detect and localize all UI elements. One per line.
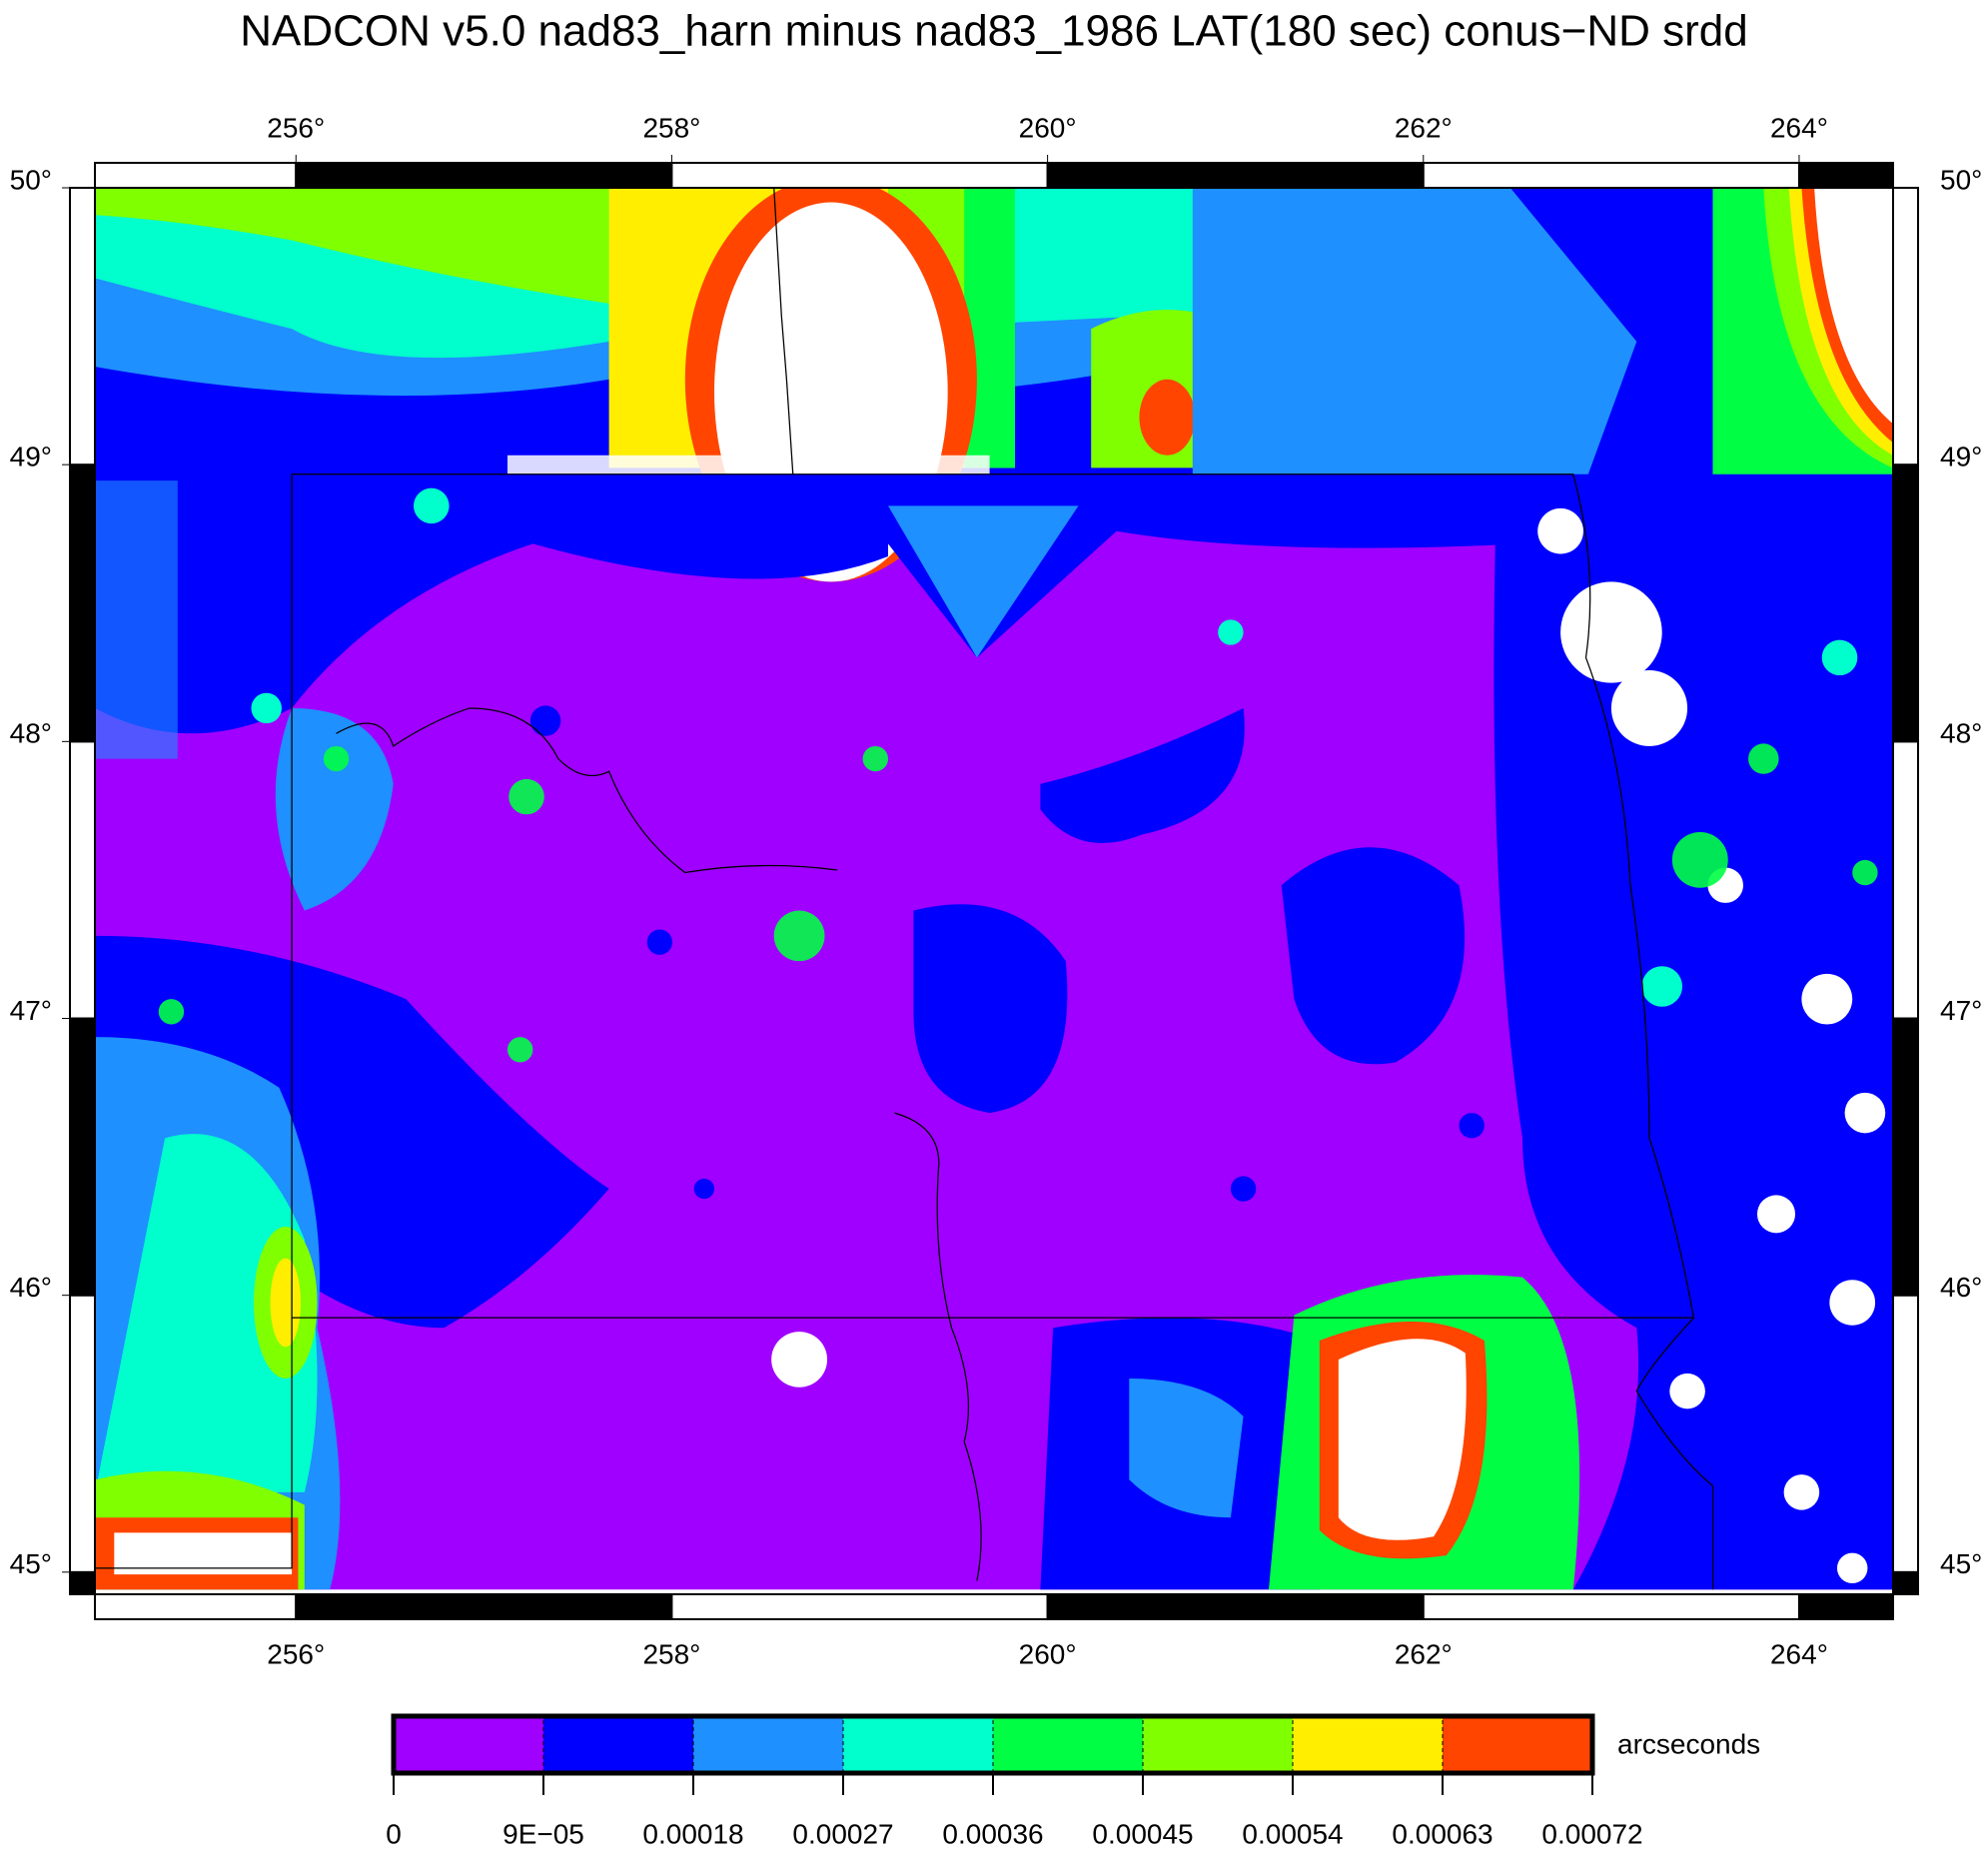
y-tick-label: 49° (1940, 442, 1982, 472)
frame-segment (1892, 1294, 1919, 1573)
frame-segment (69, 463, 96, 743)
colorbar-tick-label: 0 (386, 1818, 402, 1847)
frame-segment (1046, 1593, 1425, 1620)
x-tick-label: 262° (1395, 1638, 1453, 1669)
frame-segment (69, 1570, 96, 1596)
y-tick-label: 46° (1940, 1272, 1982, 1303)
colorbar-tick-label: 0.00018 (642, 1818, 743, 1847)
y-tick-label: 48° (10, 718, 52, 749)
frame-segment (69, 187, 96, 466)
frame-segment (94, 162, 298, 189)
colorbar-segment (1442, 1715, 1593, 1774)
x-tick-label: 258° (642, 1638, 700, 1669)
colorbar-tick-label: 0.00063 (1392, 1818, 1492, 1847)
colorbar-segment (542, 1715, 694, 1774)
frame-segment (1422, 162, 1800, 189)
frame-segment (1892, 1017, 1919, 1297)
colorbar-segment (992, 1715, 1144, 1774)
y-tick-label: 50° (10, 164, 52, 195)
raster (95, 187, 1893, 1590)
colorbar-tick-label: 9E−05 (502, 1818, 584, 1847)
y-tick-label: 45° (10, 1548, 52, 1579)
frame-segment (295, 162, 673, 189)
frame-segment (670, 1593, 1049, 1620)
x-tick-label: 260° (1019, 112, 1077, 143)
frame-segment (69, 1017, 96, 1297)
colorbar-segment (692, 1715, 844, 1774)
x-tick-label: 260° (1019, 1638, 1077, 1669)
map-border (94, 187, 1894, 1595)
x-tick-label: 256° (267, 1638, 325, 1669)
colorbar-label: arcseconds (1617, 1728, 1760, 1759)
colorbar-segment (1292, 1715, 1444, 1774)
frame-segment (94, 1593, 298, 1620)
colorbar-tick-label: 0.00027 (792, 1818, 893, 1847)
frame-segment (1422, 1593, 1800, 1620)
y-tick-label: 46° (10, 1272, 52, 1303)
axes: 256° 256° 258° 258° 260° 260° 262° 262° 264° 264°… (10, 112, 1983, 1849)
x-tick-label: 256° (267, 112, 325, 143)
frame-segment (1892, 1570, 1919, 1596)
colorbar-tick-label: 0.00036 (942, 1818, 1043, 1847)
frame-segment (1892, 463, 1919, 743)
frame-segment (1892, 187, 1919, 466)
frame-segment (295, 1593, 673, 1620)
y-tick-label: 50° (1940, 164, 1982, 195)
x-tick-label: 264° (1770, 1638, 1828, 1669)
colorbar-segment (393, 1715, 544, 1774)
frame-segment (670, 162, 1049, 189)
x-tick-label: 258° (642, 112, 700, 143)
frame-segment (69, 1294, 96, 1573)
colorbar-tick-label: 0.00072 (1541, 1818, 1642, 1847)
y-tick-label: 49° (10, 442, 52, 472)
x-tick-label: 262° (1395, 112, 1453, 143)
y-tick-label: 47° (10, 995, 52, 1026)
frame-segment (1892, 740, 1919, 1020)
colorbar-segment (842, 1715, 994, 1774)
colorbar-segment (1142, 1715, 1294, 1774)
frame-segment (1046, 162, 1425, 189)
frame-segment (69, 740, 96, 1020)
y-tick-label: 48° (1940, 718, 1982, 749)
x-tick-label: 264° (1770, 112, 1828, 143)
frame-segment (1797, 1593, 1894, 1620)
map-title: NADCON v5.0 nad83_harn minus nad83_1986 … (240, 7, 1747, 56)
y-tick-label: 47° (1940, 995, 1982, 1026)
colorbar-tick-label: 0.00045 (1092, 1818, 1193, 1847)
y-tick-label: 45° (1940, 1548, 1982, 1579)
frame-segment (1797, 162, 1894, 189)
colorbar-tick-label: 0.00054 (1242, 1818, 1343, 1847)
